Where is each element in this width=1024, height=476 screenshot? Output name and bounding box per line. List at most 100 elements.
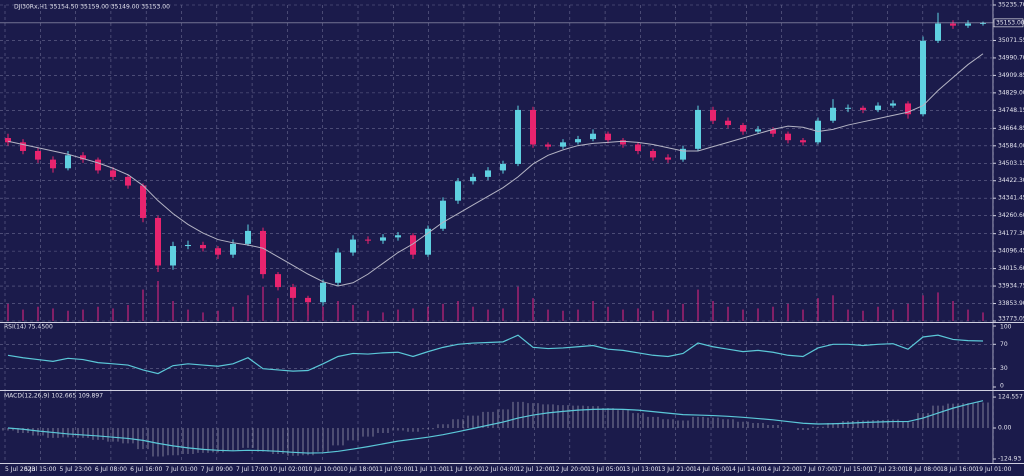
candle-body (170, 246, 176, 266)
candle-body (725, 120, 731, 126)
volume-bar (637, 308, 639, 321)
candle-body (620, 140, 626, 145)
rsi-tick-label: 70 (1000, 341, 1008, 348)
macd-signal (7, 400, 984, 454)
candle-body (755, 129, 761, 132)
time-label: 11 Jul 11:00 (411, 466, 447, 473)
rsi-line (7, 334, 984, 375)
time-label: 10 Jul 10:00 (305, 466, 341, 473)
volume-bar (787, 303, 789, 321)
volume-bar (262, 286, 264, 321)
time-label: 12 Jul 20:00 (552, 466, 588, 473)
candle-body (470, 176, 476, 182)
time-label: 5 Jul 23:00 (60, 466, 92, 473)
y-tick-label: 34422.30 (998, 177, 1024, 184)
y-tick-label: 34584.00 (998, 142, 1024, 149)
time-label: 14 Jul 14:00 (728, 466, 764, 473)
candle-body (890, 103, 896, 106)
candle-body (320, 282, 326, 303)
volume-bar (847, 309, 849, 321)
current-price-label: 35153.00 (996, 19, 1024, 26)
time-label: 12 Jul 04:00 (481, 466, 517, 473)
volume-bar (577, 309, 579, 321)
candle-body (455, 181, 461, 201)
y-tick-label: 34096.45 (998, 248, 1024, 255)
time-label: 7 Jul 09:00 (201, 466, 233, 473)
volume-bar (517, 286, 519, 321)
candle-body (200, 244, 206, 249)
volume-bar (682, 303, 684, 321)
volume-bar (562, 310, 564, 321)
time-label: 6 Jul 08:00 (95, 466, 127, 473)
time-label: 17 Jul 15:00 (834, 466, 870, 473)
time-label: 7 Jul 01:00 (165, 466, 197, 473)
candle-body (245, 230, 251, 244)
volume-bar (727, 306, 729, 321)
time-label: 5 Jul 2023 (5, 466, 35, 473)
volume-bar (892, 309, 894, 321)
time-label: 10 Jul 02:00 (269, 466, 305, 473)
candle-body (740, 125, 746, 132)
volume-bar (427, 306, 429, 321)
volume-bar (37, 306, 39, 321)
volume-bar (142, 289, 144, 321)
time-label: 6 Jul 16:00 (130, 466, 162, 473)
candle-body (785, 133, 791, 141)
candle-body (230, 243, 236, 255)
volume-bar (712, 301, 714, 321)
volume-bar (667, 309, 669, 321)
rsi-tick-label: 100 (1000, 324, 1012, 331)
volume-bar (802, 309, 804, 321)
candle-body (950, 23, 956, 26)
volume-bar (322, 306, 324, 321)
rsi-tick-label: 30 (1000, 365, 1008, 372)
volume-bar (22, 309, 24, 321)
candle-body (545, 144, 551, 147)
candle-body (500, 163, 506, 171)
candle-body (260, 230, 266, 275)
candle-body (335, 252, 341, 283)
rsi-title: RSI(14) 75.4500 (4, 324, 53, 331)
macd-title: MACD(12,26,9) 102.665 109.897 (4, 393, 103, 400)
rsi-tick-label: 0 (1000, 383, 1004, 390)
candle-body (140, 185, 146, 218)
volume-bar (412, 308, 414, 321)
volume-bar (172, 301, 174, 321)
y-tick-label: 34015.60 (998, 265, 1024, 272)
candle-body (560, 142, 566, 147)
candle-body (395, 235, 401, 238)
y-tick-label: 33773.05 (998, 316, 1024, 323)
time-label: 5 Jul 15:00 (24, 466, 56, 473)
candle-body (425, 228, 431, 255)
time-label: 13 Jul 21:00 (658, 466, 694, 473)
time-label: 14 Jul 22:00 (764, 466, 800, 473)
candle-body (605, 133, 611, 141)
volume-bar (547, 309, 549, 321)
candle-body (410, 235, 416, 255)
candle-body (635, 144, 641, 151)
candle-body (935, 23, 941, 41)
time-label: 14 Jul 06:00 (693, 466, 729, 473)
candle-body (875, 105, 881, 110)
volume-bar (112, 308, 114, 321)
volume-bar (202, 312, 204, 321)
candle-body (695, 109, 701, 149)
candle-body (20, 142, 26, 151)
volume-bar (502, 308, 504, 321)
volume-bar (622, 309, 624, 321)
macd-tick-label: -124.93 (998, 456, 1021, 463)
y-tick-label: 35235.70 (998, 2, 1024, 9)
candle-body (515, 109, 521, 164)
candle-body (800, 140, 806, 143)
volume-bar (937, 292, 939, 321)
y-tick-label: 33853.90 (998, 300, 1024, 307)
volume-bar (877, 306, 879, 321)
volume-bar (457, 301, 459, 321)
volume-bar (337, 301, 339, 321)
volume-bar (982, 312, 984, 321)
volume-bar (7, 303, 9, 321)
volume-bar (367, 310, 369, 321)
candle-body (965, 23, 971, 26)
